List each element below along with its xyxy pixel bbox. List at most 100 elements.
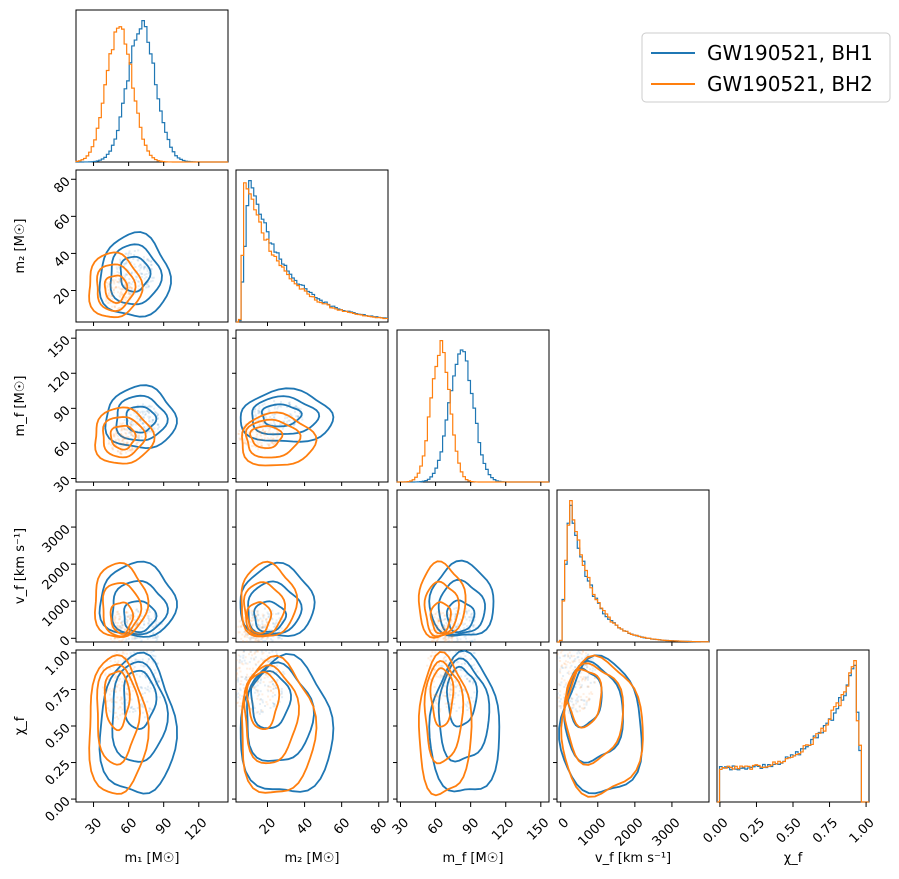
density-point <box>259 434 262 437</box>
density-point <box>256 612 259 615</box>
density-point <box>120 290 123 293</box>
y-tick-label: 40 <box>51 248 73 270</box>
density-point <box>157 681 160 684</box>
density-point <box>442 626 445 629</box>
density-point <box>246 633 249 636</box>
density-point <box>560 677 563 680</box>
density-point <box>447 650 450 652</box>
density-point <box>290 413 293 416</box>
density-point <box>127 615 130 618</box>
density-point <box>128 673 131 676</box>
density-point <box>120 433 123 436</box>
density-point <box>263 624 266 627</box>
density-point <box>136 636 139 639</box>
density-point <box>156 423 159 426</box>
density-point <box>114 701 117 704</box>
density-point <box>251 636 254 639</box>
density-point <box>129 618 132 621</box>
density-point <box>142 704 145 707</box>
density-point <box>447 645 449 647</box>
density-point <box>566 639 568 641</box>
density-point <box>248 636 251 639</box>
density-point <box>295 405 298 408</box>
density-point <box>246 667 249 670</box>
density-point <box>273 703 276 706</box>
density-point <box>117 618 120 621</box>
density-point <box>447 611 450 614</box>
density-point <box>259 431 262 434</box>
density-point <box>130 433 133 436</box>
density-point <box>123 628 126 631</box>
density-point <box>563 679 566 682</box>
density-point <box>139 419 142 422</box>
density-point <box>443 673 446 676</box>
density-point <box>444 681 447 684</box>
density-point <box>269 422 272 425</box>
density-point <box>117 646 119 648</box>
density-point <box>267 431 270 434</box>
density-point <box>114 438 117 441</box>
density-point <box>120 423 123 426</box>
density-point <box>276 432 279 435</box>
density-point <box>141 421 144 424</box>
density-point <box>463 622 466 625</box>
density-point <box>439 619 442 622</box>
density-point <box>130 271 133 274</box>
density-point <box>268 438 271 441</box>
density-point <box>257 642 259 644</box>
contour-2-level-2 <box>96 663 141 766</box>
contour-1-level-1 <box>239 561 316 638</box>
density-point <box>250 686 253 689</box>
density-point <box>132 258 135 261</box>
density-point <box>130 614 133 617</box>
density-point <box>130 448 133 451</box>
density-point <box>433 705 436 708</box>
density-point <box>153 635 156 638</box>
density-point <box>587 658 590 661</box>
density-point <box>254 647 256 649</box>
density-point <box>563 696 566 699</box>
density-point <box>270 629 273 632</box>
density-point <box>437 614 440 617</box>
density-point <box>258 405 261 408</box>
density-point <box>456 640 459 642</box>
density-point <box>299 412 302 415</box>
density-point <box>115 636 118 639</box>
density-point <box>434 695 437 698</box>
density-point <box>448 665 451 668</box>
density-point <box>283 672 286 675</box>
density-point <box>114 685 117 688</box>
density-point <box>117 307 120 310</box>
density-point <box>255 681 258 684</box>
density-point <box>247 647 249 649</box>
density-point <box>251 610 254 613</box>
density-point <box>111 640 114 642</box>
density-point <box>121 681 124 684</box>
density-point <box>146 410 149 413</box>
density-point <box>142 410 145 413</box>
density-point <box>591 662 594 665</box>
density-point <box>256 691 259 694</box>
density-point <box>446 702 449 705</box>
density-point <box>280 691 283 694</box>
density-point <box>105 690 108 693</box>
density-point <box>126 255 129 258</box>
density-point <box>267 624 270 627</box>
density-point <box>129 685 132 688</box>
density-point <box>271 682 274 685</box>
density-point <box>113 433 116 436</box>
density-point <box>458 690 461 693</box>
density-point <box>121 712 124 715</box>
density-point <box>252 657 255 660</box>
density-point <box>142 706 145 709</box>
density-point <box>589 681 592 684</box>
density-point <box>145 272 148 275</box>
density-point <box>275 686 278 689</box>
density-point <box>143 426 146 429</box>
density-point <box>274 694 277 697</box>
density-point <box>581 707 584 710</box>
density-point <box>265 617 268 620</box>
contour-2-level-1 <box>240 560 299 638</box>
density-point <box>115 613 118 616</box>
density-point <box>439 708 442 711</box>
